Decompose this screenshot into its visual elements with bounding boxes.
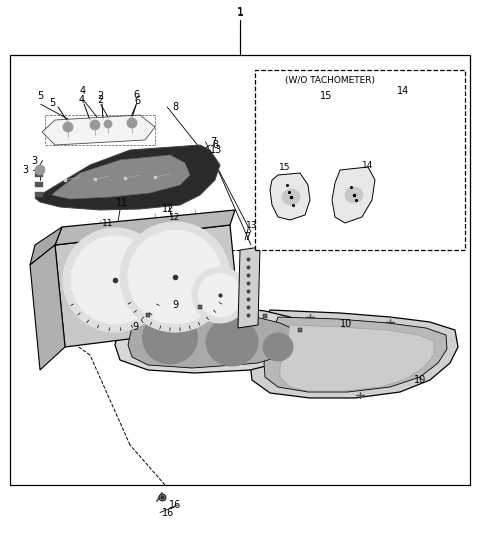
Text: 16: 16 (169, 500, 181, 510)
Text: (W/O TACHOMETER): (W/O TACHOMETER) (285, 75, 375, 85)
Polygon shape (270, 173, 310, 220)
Circle shape (90, 120, 100, 130)
Polygon shape (35, 145, 220, 210)
Text: 15: 15 (320, 91, 333, 101)
Polygon shape (42, 115, 155, 145)
Circle shape (192, 267, 248, 323)
Text: 6: 6 (134, 96, 140, 106)
Polygon shape (238, 247, 260, 328)
FancyBboxPatch shape (255, 70, 465, 250)
Text: 4: 4 (79, 95, 85, 105)
Polygon shape (30, 227, 62, 265)
Text: 11: 11 (102, 218, 114, 227)
Text: 1: 1 (237, 7, 243, 17)
Text: 15: 15 (279, 163, 291, 172)
Polygon shape (52, 155, 190, 199)
Polygon shape (30, 245, 65, 370)
Ellipse shape (345, 187, 363, 203)
Text: 7: 7 (210, 137, 217, 147)
Polygon shape (250, 310, 458, 398)
Text: 10: 10 (339, 319, 352, 328)
Text: 11: 11 (116, 198, 129, 208)
Bar (35, 172, 43, 177)
Text: 12: 12 (169, 212, 180, 221)
Polygon shape (332, 167, 375, 223)
Text: 14: 14 (362, 160, 374, 170)
Circle shape (198, 273, 242, 317)
Ellipse shape (143, 312, 197, 364)
Text: 3: 3 (22, 165, 28, 175)
Polygon shape (55, 225, 240, 347)
Circle shape (104, 120, 112, 128)
Bar (10, 55, 470, 485)
Circle shape (128, 230, 222, 324)
Ellipse shape (282, 189, 300, 205)
Circle shape (71, 236, 159, 324)
Text: 4: 4 (80, 86, 85, 96)
Text: 1: 1 (237, 8, 243, 18)
Text: 8: 8 (212, 140, 218, 150)
Circle shape (120, 222, 230, 332)
Polygon shape (280, 325, 434, 391)
Text: 5: 5 (49, 98, 55, 108)
Polygon shape (128, 307, 298, 368)
Ellipse shape (263, 333, 293, 361)
Text: 8: 8 (172, 102, 178, 112)
Text: 7: 7 (244, 232, 250, 242)
Circle shape (63, 122, 73, 132)
Text: 2: 2 (97, 91, 104, 101)
Text: 6: 6 (134, 90, 140, 100)
Bar (35, 182, 43, 187)
Circle shape (127, 118, 137, 128)
Text: 9: 9 (132, 322, 138, 332)
Ellipse shape (206, 318, 258, 366)
Circle shape (63, 228, 167, 332)
Bar (35, 192, 43, 197)
Text: 16: 16 (162, 508, 174, 517)
Text: 2: 2 (97, 95, 103, 105)
Text: 13: 13 (210, 145, 222, 155)
Text: 3: 3 (32, 156, 37, 165)
Text: 13: 13 (246, 220, 258, 230)
Text: 12: 12 (162, 204, 174, 213)
Polygon shape (115, 300, 310, 373)
Text: 10: 10 (414, 375, 426, 385)
Circle shape (35, 165, 45, 175)
Polygon shape (264, 317, 447, 392)
Text: 5: 5 (37, 91, 44, 101)
Polygon shape (55, 210, 235, 245)
Text: 9: 9 (172, 300, 178, 310)
Text: 14: 14 (397, 86, 409, 96)
